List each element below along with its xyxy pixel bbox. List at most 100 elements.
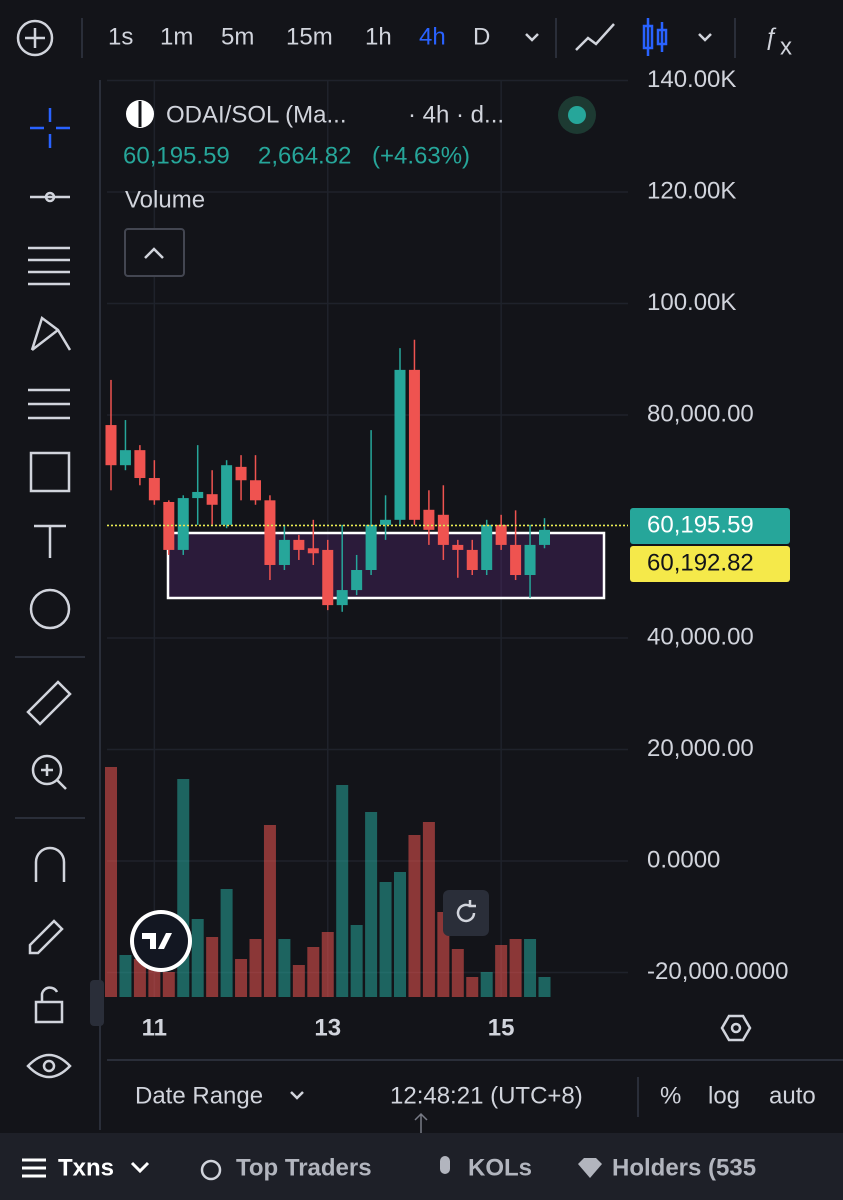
fib-tool[interactable] bbox=[28, 246, 70, 286]
settings-button[interactable] bbox=[720, 1014, 752, 1042]
zoom-tool[interactable] bbox=[31, 754, 63, 786]
kols-icon bbox=[440, 1156, 450, 1174]
tab[interactable]: Txns bbox=[58, 1154, 114, 1181]
candle-body bbox=[148, 478, 160, 501]
price-label: 60,195.59 bbox=[647, 511, 754, 538]
volume-bar bbox=[278, 939, 291, 997]
volume-bar bbox=[538, 977, 551, 997]
volume-bar bbox=[307, 947, 320, 997]
candle-body bbox=[105, 425, 117, 466]
candle-body bbox=[539, 529, 550, 545]
drawing-toolbar bbox=[15, 108, 85, 1079]
volume-bar bbox=[263, 825, 276, 997]
candle-body bbox=[524, 544, 536, 576]
timeframe-button[interactable]: 5m bbox=[221, 23, 254, 50]
log-toggle[interactable]: log bbox=[708, 1082, 740, 1109]
timeframe-button[interactable]: 15m bbox=[286, 23, 333, 50]
volume-bar bbox=[408, 835, 421, 997]
volume-bar bbox=[162, 972, 175, 997]
traders-icon bbox=[200, 1159, 222, 1181]
volume-bar bbox=[235, 959, 248, 997]
add-icon bbox=[25, 28, 45, 48]
price-label-box bbox=[630, 508, 790, 544]
candle-body bbox=[322, 549, 334, 606]
clock[interactable]: 12:48:21 (UTC+8) bbox=[390, 1082, 583, 1109]
candle-body bbox=[264, 500, 276, 565]
indicators-button[interactable]: ƒ bbox=[764, 23, 777, 50]
magnet-tool[interactable] bbox=[34, 846, 66, 882]
chart-type-dropdown[interactable] bbox=[698, 33, 712, 42]
reset-chart[interactable] bbox=[443, 890, 489, 936]
candle-body bbox=[307, 548, 319, 554]
auto-toggle[interactable]: auto bbox=[769, 1082, 816, 1109]
y-tick-label: 0.0000 bbox=[647, 846, 720, 873]
y-tick-label: 40,000.00 bbox=[647, 623, 754, 650]
candle-body bbox=[119, 450, 131, 466]
percent-toggle[interactable]: % bbox=[660, 1082, 681, 1109]
volume-bar bbox=[133, 959, 146, 997]
y-tick-label: 140.00K bbox=[647, 66, 736, 93]
collapse-legend[interactable] bbox=[124, 228, 185, 277]
market-status bbox=[568, 106, 586, 124]
collapse-toolbar[interactable] bbox=[90, 980, 104, 1026]
ruler-tool[interactable] bbox=[26, 680, 72, 726]
volume-bar bbox=[524, 939, 537, 997]
forecast-tool[interactable] bbox=[28, 388, 70, 420]
shape-tool[interactable] bbox=[29, 451, 71, 493]
date-range[interactable]: Date Range bbox=[135, 1082, 263, 1109]
volume-bar bbox=[292, 965, 305, 997]
candle-body bbox=[177, 498, 189, 550]
interval: · 4h · d... bbox=[408, 101, 504, 128]
emoji-tool[interactable] bbox=[29, 588, 71, 630]
candle-type-button[interactable] bbox=[642, 18, 668, 56]
volume-bar bbox=[466, 977, 479, 997]
pattern-tool[interactable] bbox=[30, 315, 72, 351]
volume-bar bbox=[365, 812, 378, 997]
timeframe-button[interactable]: 1m bbox=[160, 23, 193, 50]
lock-tool[interactable] bbox=[34, 1000, 64, 1024]
candle-body bbox=[336, 590, 348, 606]
text-tool[interactable] bbox=[34, 524, 66, 558]
tab[interactable]: Top Traders bbox=[236, 1154, 372, 1181]
volume-bar bbox=[336, 785, 349, 997]
volume-bar bbox=[394, 872, 406, 997]
timeframe-dropdown[interactable] bbox=[525, 33, 539, 42]
candle-body bbox=[380, 519, 392, 525]
timeframe-button[interactable]: 4h bbox=[419, 23, 446, 50]
crosshair-tool[interactable] bbox=[30, 108, 70, 148]
volume-label: Volume bbox=[125, 186, 205, 213]
candle-body bbox=[365, 524, 377, 570]
add-button[interactable] bbox=[16, 19, 54, 57]
volume-bar bbox=[321, 932, 334, 997]
tab[interactable]: KOLs bbox=[468, 1154, 532, 1181]
tab[interactable]: Holders (535 bbox=[612, 1154, 756, 1181]
volume-bar bbox=[379, 882, 392, 997]
candle-body bbox=[437, 514, 449, 545]
candle-body bbox=[235, 466, 247, 481]
last-price: 60,195.59 bbox=[123, 142, 230, 169]
volume-bar bbox=[220, 889, 233, 997]
timeframe-button[interactable]: 1h bbox=[365, 23, 392, 50]
y-tick-label: 120.00K bbox=[647, 177, 736, 204]
timeframe-button[interactable]: D bbox=[473, 23, 490, 50]
tab-bar bbox=[0, 1133, 843, 1200]
symbol-name[interactable]: ODAI/SOL (Ma... bbox=[166, 101, 346, 128]
volume-bar bbox=[206, 937, 219, 997]
reset-icon bbox=[456, 900, 476, 923]
candle-body bbox=[134, 450, 146, 479]
tv-logo bbox=[134, 914, 188, 968]
holders-icon bbox=[578, 1158, 602, 1178]
volume-bar bbox=[191, 919, 204, 997]
candle-body bbox=[423, 509, 435, 530]
price-change-percent: (+4.63%) bbox=[372, 142, 470, 169]
candle-body bbox=[278, 539, 290, 565]
candle-body bbox=[481, 524, 493, 570]
visibility-tool[interactable] bbox=[26, 1053, 72, 1079]
lock-drawing-tool[interactable] bbox=[28, 919, 64, 955]
timeframe-button[interactable]: 1s bbox=[108, 23, 133, 50]
candle-body bbox=[452, 544, 464, 550]
line-chart-button[interactable] bbox=[575, 23, 615, 51]
rectangle-drawing[interactable] bbox=[166, 531, 606, 600]
date-range-dropdown bbox=[290, 1091, 304, 1100]
